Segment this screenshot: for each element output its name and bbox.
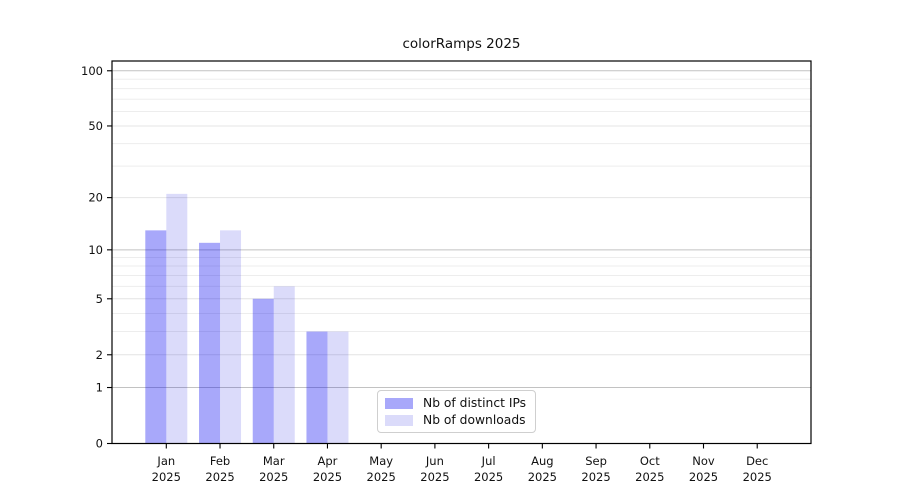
x-tick-label-year: 2025 — [152, 470, 181, 484]
y-tick-label: 5 — [96, 292, 103, 306]
x-tick-label-year: 2025 — [635, 470, 664, 484]
x-tick-label-month: May — [369, 454, 393, 468]
y-tick-label: 2 — [96, 348, 103, 362]
x-tick-label-month: Jan — [156, 454, 175, 468]
x-tick-label-month: Jun — [425, 454, 444, 468]
legend-item-distinct-ips: Nb of distinct IPs — [385, 396, 526, 410]
y-tick-label: 20 — [88, 191, 103, 205]
x-tick-label-year: 2025 — [743, 470, 772, 484]
x-tick-label-month: Aug — [531, 454, 553, 468]
y-tick-label: 100 — [81, 64, 103, 78]
x-tick-label-year: 2025 — [259, 470, 288, 484]
x-tick-label-month: Apr — [318, 454, 338, 468]
y-tick-label: 50 — [88, 119, 103, 133]
plot-border — [111, 60, 812, 445]
x-tick-label-month: Mar — [263, 454, 285, 468]
bar-distinct-ips — [252, 298, 274, 444]
bar-downloads — [273, 286, 295, 444]
x-tick-label-year: 2025 — [420, 470, 449, 484]
bar-downloads — [220, 230, 242, 444]
x-tick-label-year: 2025 — [313, 470, 342, 484]
x-tick-label-month: Sep — [585, 454, 607, 468]
bar-distinct-ips — [306, 331, 328, 444]
y-tick-label: 1 — [96, 381, 103, 395]
x-tick-label-year: 2025 — [367, 470, 396, 484]
chart-title: colorRamps 2025 — [402, 36, 521, 52]
x-tick-label-month: Feb — [210, 454, 230, 468]
x-tick-label-year: 2025 — [205, 470, 234, 484]
legend-label-distinct-ips: Nb of distinct IPs — [423, 396, 527, 410]
x-tick-label-year: 2025 — [581, 470, 610, 484]
y-tick-label: 0 — [96, 437, 103, 451]
x-tick-label-year: 2025 — [474, 470, 503, 484]
x-tick-label-month: Oct — [640, 454, 660, 468]
legend-label-downloads: Nb of downloads — [423, 413, 526, 427]
legend: Nb of distinct IPs Nb of downloads — [377, 390, 537, 433]
bar-distinct-ips — [199, 242, 221, 444]
y-tick-label: 10 — [88, 243, 103, 257]
x-tick-label-year: 2025 — [689, 470, 718, 484]
x-tick-label-month: Jul — [481, 454, 496, 468]
legend-item-downloads: Nb of downloads — [385, 413, 526, 427]
bar-downloads — [166, 193, 188, 444]
x-tick-label-year: 2025 — [528, 470, 557, 484]
legend-swatch-distinct-ips-icon — [385, 397, 413, 409]
legend-swatch-downloads-icon — [385, 414, 413, 426]
x-tick-label-month: Nov — [692, 454, 715, 468]
bar-distinct-ips — [145, 230, 167, 444]
x-tick-label-month: Dec — [746, 454, 768, 468]
bar-downloads — [327, 331, 349, 444]
